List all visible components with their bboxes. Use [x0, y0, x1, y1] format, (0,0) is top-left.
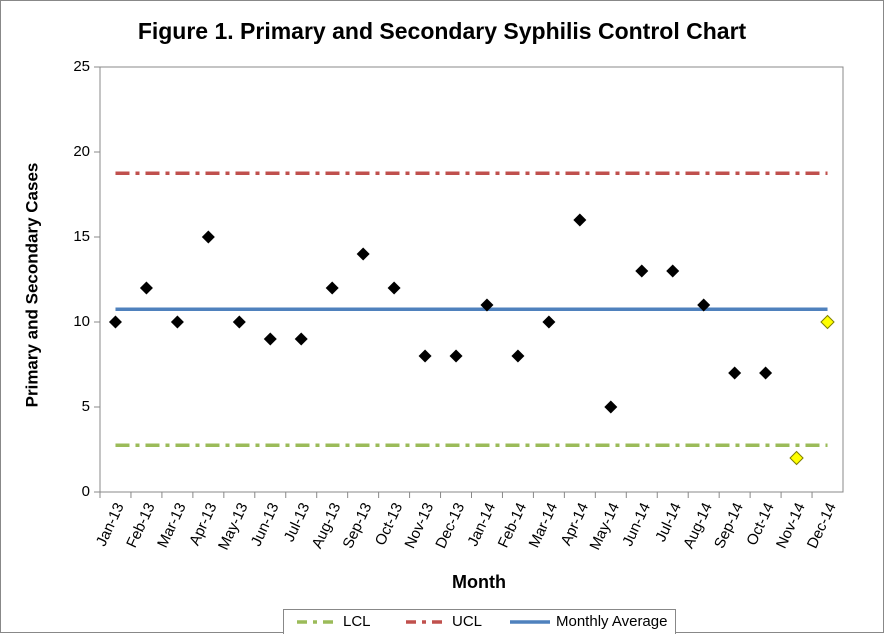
data-point: [759, 366, 773, 380]
data-point: [263, 332, 277, 346]
data-point: [573, 213, 587, 227]
data-point: [789, 450, 804, 466]
legend-label: Monthly Average: [556, 613, 667, 630]
y-tick-label: 20: [73, 143, 90, 160]
data-point: [728, 366, 742, 380]
data-point: [604, 400, 618, 414]
data-point: [542, 315, 556, 329]
data-point: [635, 264, 649, 278]
data-point: [697, 298, 711, 312]
data-point: [294, 332, 308, 346]
data-point: [666, 264, 680, 278]
data-point: [139, 281, 153, 295]
legend-label: LCL: [343, 613, 371, 630]
data-point: [418, 349, 432, 363]
data-point: [387, 281, 401, 295]
data-point: [449, 349, 463, 363]
data-point: [325, 281, 339, 295]
legend-box: [283, 609, 676, 634]
y-tick-label: 10: [73, 313, 90, 330]
x-axis-label: Month: [452, 572, 506, 592]
y-tick-label: 15: [73, 228, 90, 245]
data-point: [356, 247, 370, 261]
y-tick-label: 0: [82, 483, 90, 500]
data-point: [232, 315, 246, 329]
data-point: [820, 314, 835, 330]
data-point: [170, 315, 184, 329]
chart-title: Figure 1. Primary and Secondary Syphilis…: [138, 18, 747, 44]
data-point: [511, 349, 525, 363]
y-axis-label: Primary and Secondary Cases: [22, 163, 41, 408]
data-point: [108, 315, 122, 329]
data-point: [201, 230, 215, 244]
y-tick-label: 5: [82, 398, 90, 415]
y-tick-label: 25: [73, 58, 90, 75]
legend-label: UCL: [452, 613, 482, 630]
data-point: [480, 298, 494, 312]
